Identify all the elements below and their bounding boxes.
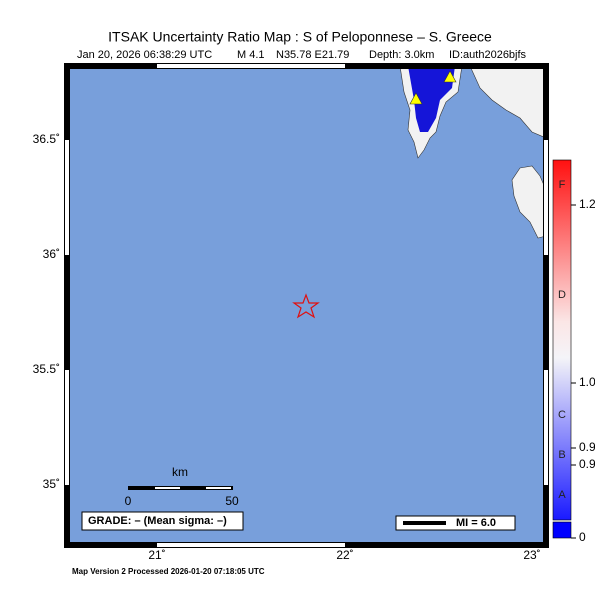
scale-label: 0 [125,494,132,508]
station [443,70,457,83]
island [511,165,546,239]
scale-bar [128,486,233,490]
lon-label: 22˚ [336,548,353,562]
grade-letter: B [558,449,565,461]
grade-letter: C [558,409,566,421]
mi-label: MI = 6.0 [456,517,496,529]
lat-label: 36˚ [43,247,60,261]
mi-box [395,515,516,531]
scale-bar [206,487,231,489]
station [409,92,423,105]
colorbar-label: 0.9 [579,440,595,454]
scale-unit: km [172,465,188,479]
lat-label: 36.5˚ [33,132,60,146]
subtitle-item: N35.78 E21.79 [276,49,349,61]
grade-letter: F [559,179,566,191]
epicenter [292,293,320,319]
scale-label: 50 [225,494,239,508]
sea [67,66,546,545]
frame-pattern [65,64,548,547]
subtitle-item: Jan 20, 2026 06:38:29 UTC [77,49,212,61]
colorbar-labels: F D C B A 1.2 1.0 0.9 0.9 0 [558,179,595,544]
lat-label: 35˚ [43,477,60,491]
scale-bar [155,487,180,489]
colorbar-label: 1.2 [579,197,595,211]
land [469,66,546,139]
lat-label: 35.5˚ [33,362,60,376]
subtitle-item: Depth: 3.0km [369,49,434,61]
ratio-area [408,66,455,132]
grade-box [81,511,244,531]
colorbar [552,159,572,521]
map [67,66,546,545]
grade-letter: D [558,289,566,301]
lat-labels: 36.5˚ 36˚ 35.5˚ 35˚ [33,132,60,491]
lon-labels: 21˚ 22˚ 23˚ [148,548,540,562]
colorbar-low [552,521,572,539]
lon-label: 23˚ [523,548,540,562]
colorbar-label: 1.0 [579,375,595,389]
grade: GRADE: – (Mean sigma: –) [88,515,227,527]
subtitle-item: M 4.1 [237,49,265,61]
colorbar-label: 0 [579,530,586,544]
colorbar-label: 0.9 [579,457,595,471]
subtitle-item: ID:auth2026bjfs [449,49,527,61]
footer: Map Version 2 Processed 2026-01-20 07:18… [72,567,265,576]
lon-label: 21˚ [148,548,165,562]
title: ITSAK Uncertainty Ratio Map : S of Pelop… [108,29,492,45]
grade-letter: A [558,489,566,501]
subtitle: Jan 20, 2026 06:38:29 UTC M 4.1 N35.78 E21… [77,49,527,61]
